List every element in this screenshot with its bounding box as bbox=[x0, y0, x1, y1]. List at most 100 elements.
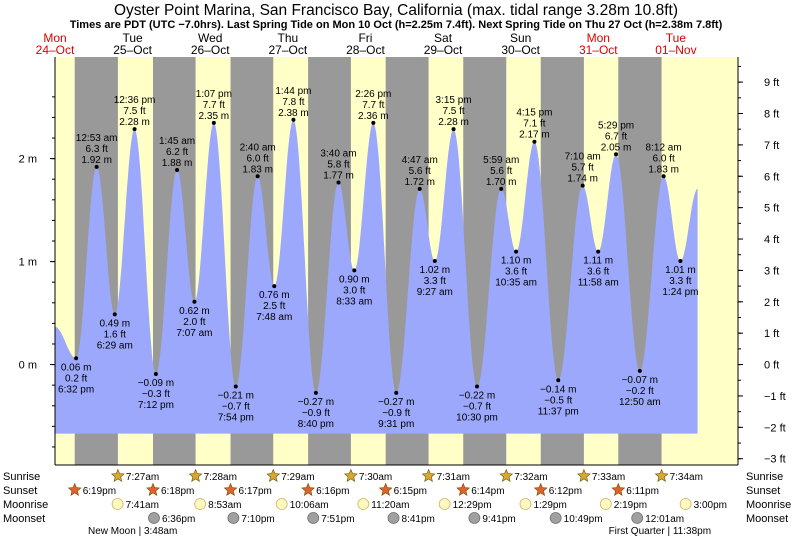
moonset-icon bbox=[549, 512, 562, 524]
tide-time-label: 7:12 pm bbox=[138, 400, 174, 411]
sunset-row-label-right: Sunset bbox=[746, 485, 780, 497]
moonset-time: 12:01am bbox=[645, 514, 684, 525]
tide-ft-label: 7.8 ft bbox=[282, 97, 304, 108]
moonset-time: 7:10pm bbox=[241, 514, 274, 525]
high-tide-point bbox=[580, 183, 585, 188]
tide-time-label: 3:15 pm bbox=[436, 95, 472, 106]
low-tide-point bbox=[74, 356, 79, 361]
day-name: Sat bbox=[434, 31, 453, 45]
sunset-icon bbox=[67, 482, 82, 496]
tide-ft-label: 6.2 ft bbox=[166, 147, 188, 158]
moonrise-time: 2:19pm bbox=[614, 500, 647, 511]
moonrise-row-label: Moonrise bbox=[3, 499, 48, 511]
ft-tick-label: 6 ft bbox=[764, 171, 779, 183]
low-tide-point bbox=[153, 371, 158, 376]
tide-ft-label: 3.3 ft bbox=[669, 276, 691, 287]
moonrise-icon bbox=[438, 498, 451, 510]
low-tide-point bbox=[192, 299, 197, 304]
day-date: 25–Oct bbox=[113, 43, 152, 57]
tide-m-label: −0.14 m bbox=[540, 384, 576, 395]
tide-ft-label: 7.7 ft bbox=[203, 100, 225, 111]
moonrise-icon bbox=[111, 498, 124, 510]
m-tick-label: 2 m bbox=[19, 154, 37, 166]
moonset-time: 6:36pm bbox=[162, 514, 195, 525]
tide-m-label: 0.62 m bbox=[179, 306, 210, 317]
tide-m-label: 1.70 m bbox=[486, 177, 517, 188]
sunrise-row-label-right: Sunrise bbox=[746, 471, 783, 483]
tide-m-label: 1.77 m bbox=[323, 171, 354, 182]
tide-ft-label: 5.7 ft bbox=[572, 163, 594, 174]
tide-ft-label: 6.3 ft bbox=[86, 144, 108, 155]
tide-ft-label: 3.6 ft bbox=[505, 267, 527, 278]
sunset-time: 6:18pm bbox=[161, 486, 194, 497]
tide-m-label: 0.06 m bbox=[61, 362, 92, 373]
tide-ft-label: 1.6 ft bbox=[104, 329, 126, 340]
tide-m-label: −0.27 m bbox=[298, 397, 334, 408]
sunrise-time: 7:33am bbox=[592, 472, 625, 483]
sunrise-row-label: Sunrise bbox=[3, 471, 40, 483]
moonset-icon bbox=[387, 512, 400, 524]
ft-tick-label: 7 ft bbox=[764, 140, 779, 152]
tide-m-label: 1.02 m bbox=[420, 265, 451, 276]
tide-time-label: 8:40 pm bbox=[298, 419, 334, 430]
day-name: Fri bbox=[358, 31, 372, 45]
day-date: 27–Oct bbox=[268, 43, 307, 57]
ft-tick-label: −2 ft bbox=[764, 422, 786, 434]
day-date: 26–Oct bbox=[191, 43, 230, 57]
tide-time-label: 6:32 pm bbox=[58, 384, 94, 395]
tide-ft-label: −0.9 ft bbox=[382, 408, 410, 419]
tide-m-label: 1.92 m bbox=[81, 155, 112, 166]
tide-ft-label: 2.5 ft bbox=[263, 301, 285, 312]
tide-ft-label: 6.0 ft bbox=[247, 153, 269, 164]
tide-time-label: 9:27 am bbox=[417, 287, 453, 298]
chart-title: Oyster Point Marina, San Francisco Bay, … bbox=[114, 2, 678, 19]
sunset-icon bbox=[378, 482, 393, 496]
sunset-time: 6:14pm bbox=[471, 486, 504, 497]
low-tide-point bbox=[313, 390, 318, 395]
moonrise-time: 7:41am bbox=[126, 500, 159, 511]
tide-m-label: 1.88 m bbox=[162, 158, 193, 169]
tide-m-label: 1.83 m bbox=[648, 164, 679, 175]
ft-tick-label: 4 ft bbox=[764, 234, 779, 246]
day-name: Mon bbox=[43, 31, 66, 45]
sunrise-time: 7:28am bbox=[204, 472, 237, 483]
tide-time-label: 1:44 pm bbox=[275, 86, 311, 97]
tide-time-label: 10:35 am bbox=[495, 278, 537, 289]
low-tide-point bbox=[394, 390, 399, 395]
day-date: 30–Oct bbox=[501, 43, 540, 57]
sunset-icon bbox=[146, 482, 160, 496]
sunset-time: 6:19pm bbox=[83, 486, 116, 497]
sunset-row-label: Sunset bbox=[3, 485, 37, 497]
tide-m-label: 1.01 m bbox=[665, 265, 696, 276]
moonset-time: 10:49pm bbox=[564, 514, 603, 525]
sunset-time: 6:15pm bbox=[394, 486, 427, 497]
day-name: Tue bbox=[666, 31, 687, 45]
tide-ft-label: 0.2 ft bbox=[65, 373, 87, 384]
sunset-icon bbox=[456, 482, 471, 496]
ft-tick-label: −3 ft bbox=[764, 454, 786, 466]
tide-m-label: 2.17 m bbox=[519, 130, 550, 141]
day-date: 29–Oct bbox=[424, 43, 463, 57]
low-tide-point bbox=[272, 284, 277, 289]
moonrise-icon bbox=[194, 498, 207, 510]
moonset-icon bbox=[307, 512, 320, 524]
tide-m-label: 2.05 m bbox=[601, 142, 632, 153]
sunset-time: 6:17pm bbox=[239, 486, 272, 497]
tide-ft-label: 3.3 ft bbox=[424, 276, 446, 287]
moonset-icon bbox=[148, 512, 160, 524]
tide-m-label: 1.11 m bbox=[583, 256, 613, 267]
low-tide-point bbox=[596, 249, 601, 254]
day-date: 31–Oct bbox=[579, 43, 618, 57]
tide-ft-label: 7.1 ft bbox=[523, 119, 545, 130]
low-tide-point bbox=[637, 368, 642, 373]
high-tide-point bbox=[211, 120, 216, 125]
tide-time-label: 3:40 am bbox=[320, 149, 356, 160]
tide-water-area bbox=[55, 119, 698, 434]
high-tide-point bbox=[255, 174, 260, 179]
tide-time-label: 10:30 pm bbox=[456, 413, 498, 424]
sunset-icon bbox=[533, 482, 548, 496]
tide-m-label: −0.09 m bbox=[138, 378, 174, 389]
tide-time-label: 1:24 pm bbox=[662, 287, 698, 298]
ft-tick-label: −1 ft bbox=[764, 391, 786, 403]
